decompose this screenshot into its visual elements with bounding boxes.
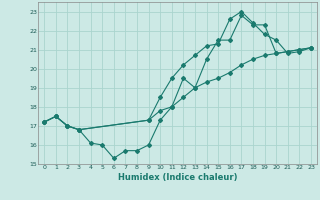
X-axis label: Humidex (Indice chaleur): Humidex (Indice chaleur)	[118, 173, 237, 182]
